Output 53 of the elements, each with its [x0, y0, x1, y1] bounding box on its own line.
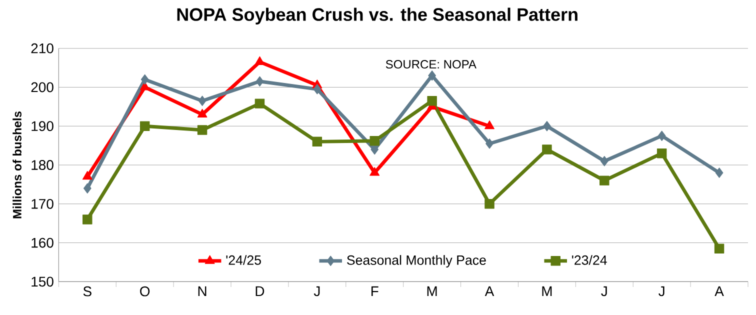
y-axis-title: Millions of bushels: [12, 111, 22, 218]
x-tick-label: D: [256, 286, 264, 296]
x-tick-label: A: [714, 286, 724, 296]
point: [370, 144, 379, 155]
point: [82, 214, 92, 224]
point: [197, 108, 208, 118]
x-tick-label: A: [484, 286, 494, 296]
y-tick-label: 160: [32, 238, 54, 248]
point: [484, 120, 494, 130]
point: [658, 130, 666, 141]
point: [140, 74, 149, 85]
x-tick-label: M: [542, 286, 552, 296]
y-tick-label: 170: [32, 198, 54, 209]
point: [312, 136, 322, 147]
point: [715, 168, 724, 178]
x-tick-label: J: [601, 286, 607, 296]
point: [370, 136, 380, 146]
x-tick-label: J: [658, 286, 664, 296]
point: [486, 138, 494, 149]
point: [256, 76, 264, 87]
x-tick-label: F: [371, 286, 378, 296]
legend-label: '23/24: [572, 255, 607, 265]
point: [140, 121, 150, 131]
point: [83, 183, 92, 194]
point: [428, 70, 436, 81]
point: [543, 120, 551, 132]
x-tick-label: M: [427, 286, 437, 296]
point: [542, 144, 552, 154]
point: [427, 96, 437, 106]
point: [313, 84, 322, 94]
point: [82, 171, 92, 180]
point: [198, 96, 206, 106]
annotation: SOURCE: NOPA: [386, 60, 476, 69]
point: [600, 156, 608, 166]
x-tick-label: S: [83, 286, 92, 296]
point: [600, 176, 610, 186]
point: [254, 98, 265, 108]
x-tick-label: N: [198, 286, 206, 296]
y-tick-label: 200: [31, 82, 54, 92]
x-tick-label: O: [140, 286, 150, 296]
x-tick-label: J: [314, 286, 320, 296]
y-tick-label: 150: [32, 276, 54, 287]
y-tick-label: 180: [32, 160, 54, 170]
chart-title: NOPA Soybean Crush vs. the Seasonal Pattern: [177, 8, 578, 24]
legend-label: '24/25: [226, 255, 261, 265]
point: [484, 199, 494, 209]
legend-label: Seasonal Monthly Pace: [347, 255, 486, 268]
y-tick-label: 190: [32, 121, 54, 132]
point: [370, 167, 380, 176]
point: [656, 148, 667, 158]
y-tick-label: 210: [31, 43, 54, 54]
point: [714, 244, 724, 254]
point: [197, 125, 208, 135]
